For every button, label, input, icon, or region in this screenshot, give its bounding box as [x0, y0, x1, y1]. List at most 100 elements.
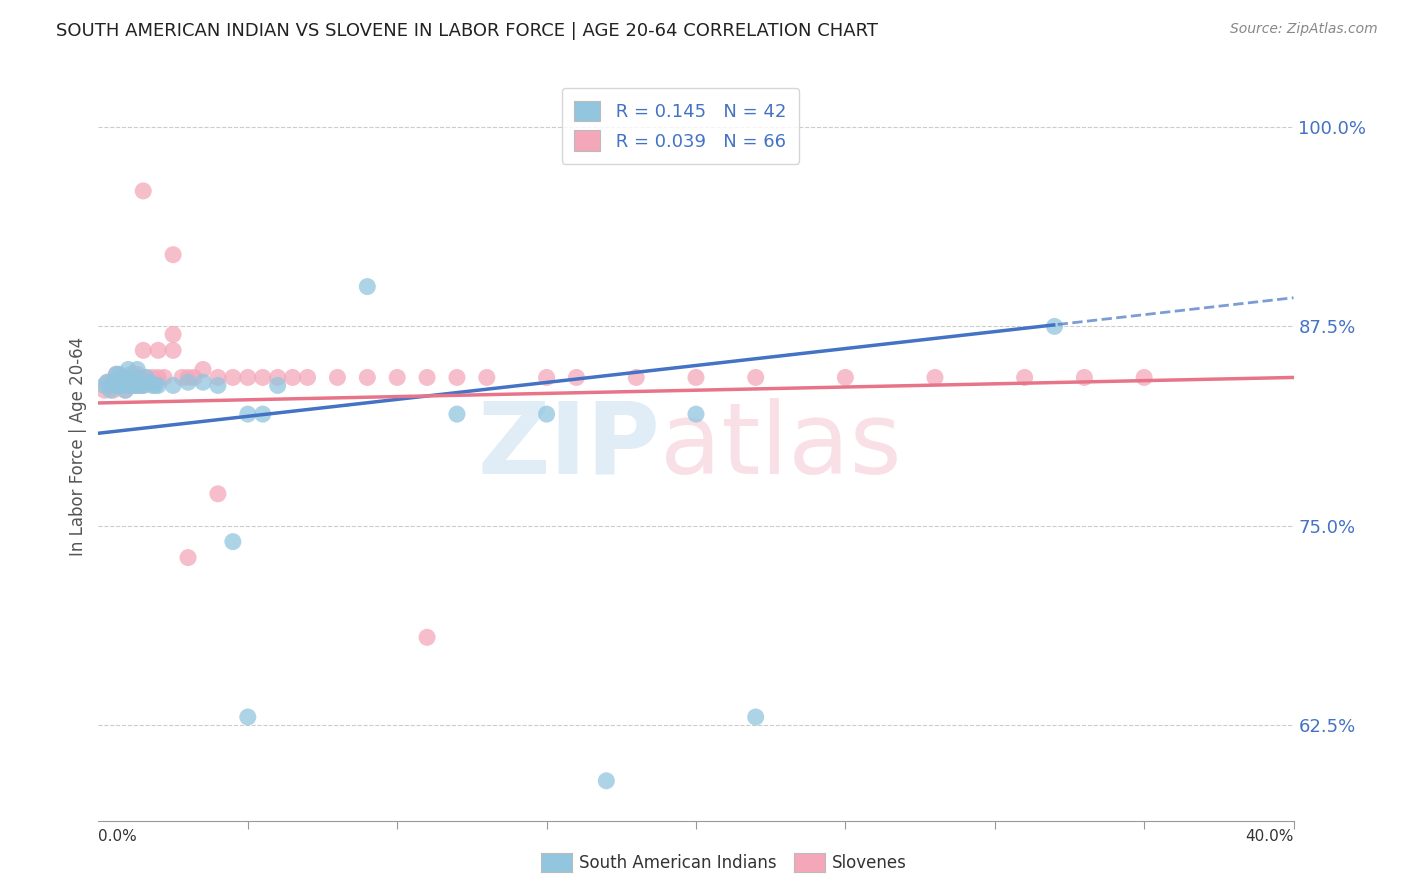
Point — [475, 370, 498, 384]
Text: Source: ZipAtlas.com: Source: ZipAtlas.com — [1230, 22, 1378, 37]
Point — [177, 376, 200, 390]
Point — [236, 370, 259, 384]
Point — [191, 362, 214, 376]
Point — [108, 368, 131, 382]
Point — [745, 370, 768, 384]
Point — [207, 487, 229, 501]
Point — [148, 378, 170, 392]
Point — [120, 378, 142, 392]
Point — [103, 383, 125, 397]
Point — [416, 630, 439, 644]
Point — [120, 368, 142, 382]
Point — [252, 370, 274, 384]
Point — [129, 370, 152, 384]
Point — [114, 383, 136, 397]
Point — [252, 407, 274, 421]
Point — [127, 378, 149, 392]
Point — [117, 370, 139, 384]
Point — [143, 378, 166, 392]
Point — [129, 378, 152, 392]
Y-axis label: In Labor Force | Age 20-64: In Labor Force | Age 20-64 — [69, 336, 87, 556]
Point — [595, 773, 617, 788]
Point — [108, 378, 131, 392]
Point — [117, 378, 139, 392]
Point — [117, 362, 139, 376]
Point — [120, 378, 142, 392]
Point — [297, 370, 319, 384]
Point — [98, 383, 122, 397]
Point — [132, 378, 155, 392]
Point — [1043, 319, 1066, 334]
Point — [222, 534, 245, 549]
Point — [416, 370, 439, 384]
Point — [626, 370, 648, 384]
Point — [105, 368, 128, 382]
Point — [114, 370, 136, 384]
Point — [148, 370, 170, 384]
Point — [129, 378, 152, 392]
Point — [132, 343, 155, 358]
Point — [685, 407, 707, 421]
Point — [183, 370, 205, 384]
Point — [138, 376, 160, 390]
Point — [281, 370, 304, 384]
Point — [108, 378, 131, 392]
Point — [114, 383, 136, 397]
Point — [536, 407, 558, 421]
Point — [93, 383, 115, 397]
Text: 40.0%: 40.0% — [1246, 829, 1294, 844]
Point — [1073, 370, 1095, 384]
Point — [536, 370, 558, 384]
Point — [356, 370, 378, 384]
Point — [446, 407, 468, 421]
Point — [446, 370, 468, 384]
Point — [96, 376, 118, 390]
Point — [105, 368, 128, 382]
Point — [326, 370, 349, 384]
Point — [143, 376, 166, 390]
Point — [127, 376, 149, 390]
Point — [111, 378, 134, 392]
Text: atlas: atlas — [661, 398, 901, 494]
Point — [745, 710, 768, 724]
Point — [111, 378, 134, 392]
Point — [191, 376, 214, 390]
Point — [267, 378, 290, 392]
Point — [108, 370, 131, 384]
Point — [135, 370, 157, 384]
Point — [236, 710, 259, 724]
Point — [162, 343, 184, 358]
Point — [96, 376, 118, 390]
Point — [177, 370, 200, 384]
Point — [127, 368, 149, 382]
Point — [111, 370, 134, 384]
Point — [124, 370, 146, 384]
Point — [565, 370, 588, 384]
Point — [117, 376, 139, 390]
Point — [924, 370, 946, 384]
Point — [124, 370, 146, 384]
Text: ZIP: ZIP — [477, 398, 661, 494]
Point — [124, 378, 146, 392]
Text: Slovenes: Slovenes — [832, 854, 907, 871]
Point — [267, 370, 290, 384]
Point — [103, 376, 125, 390]
Point — [207, 370, 229, 384]
Point — [177, 550, 200, 565]
Point — [1133, 370, 1156, 384]
Point — [114, 370, 136, 384]
Point — [138, 376, 160, 390]
Point — [162, 378, 184, 392]
Point — [127, 362, 149, 376]
Point — [135, 370, 157, 384]
Text: SOUTH AMERICAN INDIAN VS SLOVENE IN LABOR FORCE | AGE 20-64 CORRELATION CHART: SOUTH AMERICAN INDIAN VS SLOVENE IN LABO… — [56, 22, 879, 40]
Point — [162, 327, 184, 342]
Point — [111, 370, 134, 384]
Point — [236, 407, 259, 421]
Point — [207, 378, 229, 392]
Point — [1014, 370, 1036, 384]
Point — [105, 378, 128, 392]
Point — [172, 370, 194, 384]
Point — [93, 378, 115, 392]
Point — [141, 370, 163, 384]
